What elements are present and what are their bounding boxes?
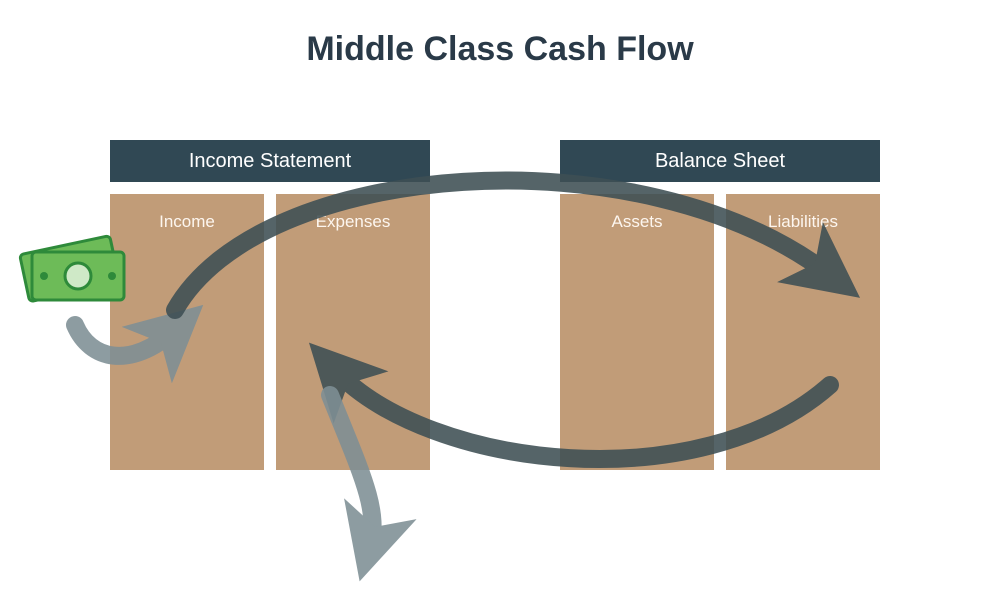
income-statement-panel: Income Statement <box>110 140 430 182</box>
income-column: Income <box>110 194 264 470</box>
money-bill-center <box>65 263 91 289</box>
income-column-label: Income <box>159 212 215 470</box>
assets-column: Assets <box>560 194 714 470</box>
liabilities-column: Liabilities <box>726 194 880 470</box>
money-bill-back <box>20 236 120 302</box>
liabilities-column-label: Liabilities <box>768 212 838 470</box>
expenses-column: Expenses <box>276 194 430 470</box>
money-icon <box>20 236 124 302</box>
expenses-column-label: Expenses <box>316 212 391 470</box>
income-statement-header: Income Statement <box>110 140 430 182</box>
money-bill-dot-left <box>40 272 48 280</box>
assets-column-label: Assets <box>611 212 662 470</box>
balance-sheet-panel: Balance Sheet <box>560 140 880 182</box>
page-title: Middle Class Cash Flow <box>0 30 1000 69</box>
balance-sheet-header: Balance Sheet <box>560 140 880 182</box>
